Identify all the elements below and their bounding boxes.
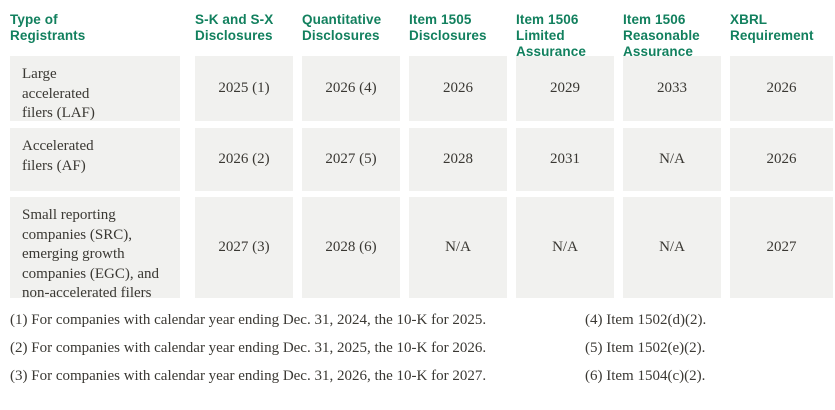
table-cell: 2025 (1) (195, 56, 293, 121)
table-cell: 2026 (730, 128, 833, 191)
table-cell: 2027 (3) (195, 197, 293, 298)
table-cell: 2033 (623, 56, 721, 121)
footnote: (3) For companies with calendar year end… (10, 368, 487, 384)
row-header-laf: Large accelerated filers (LAF) (10, 56, 180, 121)
table-cell: N/A (623, 197, 721, 298)
table-cell: N/A (623, 128, 721, 191)
table-cell: N/A (516, 197, 614, 298)
footnote: (1) For companies with calendar year end… (10, 312, 487, 328)
table-cell: 2026 (730, 56, 833, 121)
table-cell: 2029 (516, 56, 614, 121)
table-cell: 2031 (516, 128, 614, 191)
table-cell: N/A (409, 197, 507, 298)
table-body: Large accelerated filers (LAF) 2025 (1) … (10, 56, 835, 301)
table-cell: 2027 (730, 197, 833, 298)
table-cell: 2028 (409, 128, 507, 191)
footnote: (2) For companies with calendar year end… (10, 340, 487, 356)
footnote: (6) Item 1504(c)(2). (585, 368, 706, 384)
table-cell: 2026 (4) (302, 56, 400, 121)
column-header-item-1506-reasonable-assurance: Item 1506 Reasonable Assurance (623, 12, 700, 59)
column-header-item-1506-limited-assurance: Item 1506 Limited Assurance (516, 12, 586, 59)
table-header-row: Type of Registrants S-K and S-X Disclosu… (10, 0, 835, 59)
column-header-sk-sx-disclosures: S-K and S-X Disclosures (195, 12, 274, 43)
row-header-af: Accelerated filers (AF) (10, 128, 180, 191)
footnotes: (1) For companies with calendar year end… (10, 308, 835, 392)
footnote: (4) Item 1502(d)(2). (585, 312, 707, 328)
table-cell: 2026 (409, 56, 507, 121)
table-cell: 2028 (6) (302, 197, 400, 298)
column-header-quantitative-disclosures: Quantitative Disclosures (302, 12, 382, 43)
column-header-item-1505-disclosures: Item 1505 Disclosures (409, 12, 487, 43)
row-header-src-egc: Small reporting companies (SRC), emergin… (10, 197, 180, 301)
table-cell: 2026 (2) (195, 128, 293, 191)
table-cell: 2027 (5) (302, 128, 400, 191)
column-header-xbrl-requirement: XBRL Requirement (730, 12, 814, 43)
footnote: (5) Item 1502(e)(2). (585, 340, 706, 356)
column-header-type-of-registrants: Type of Registrants (10, 12, 86, 43)
